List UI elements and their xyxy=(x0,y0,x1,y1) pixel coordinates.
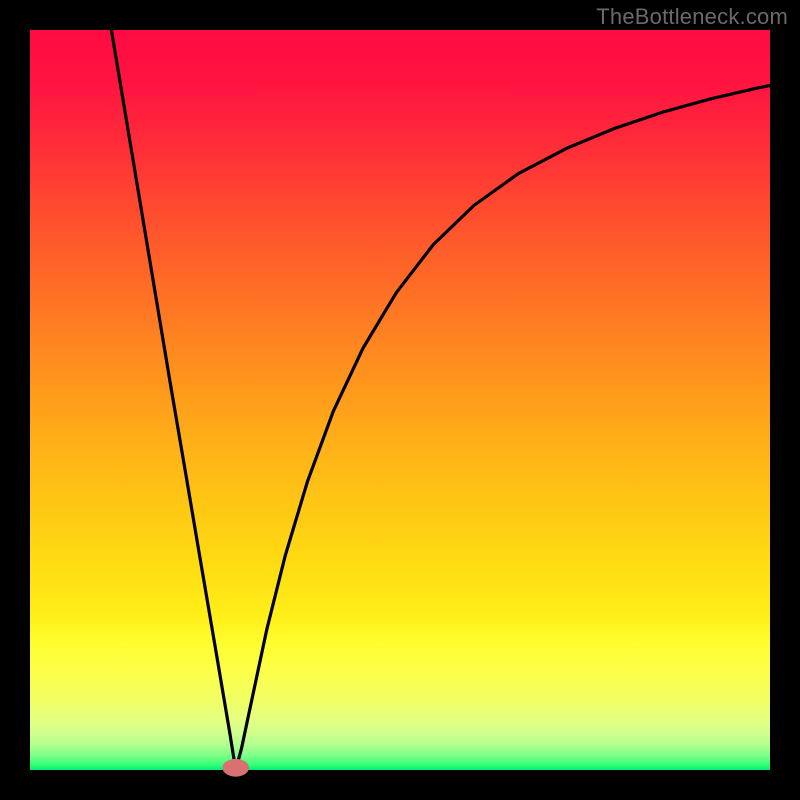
watermark-text: TheBottleneck.com xyxy=(596,4,788,30)
bottleneck-chart xyxy=(0,0,800,800)
chart-container: { "watermark": { "text": "TheBottleneck.… xyxy=(0,0,800,800)
plot-background-gradient xyxy=(30,30,770,770)
minimum-marker xyxy=(222,759,249,777)
